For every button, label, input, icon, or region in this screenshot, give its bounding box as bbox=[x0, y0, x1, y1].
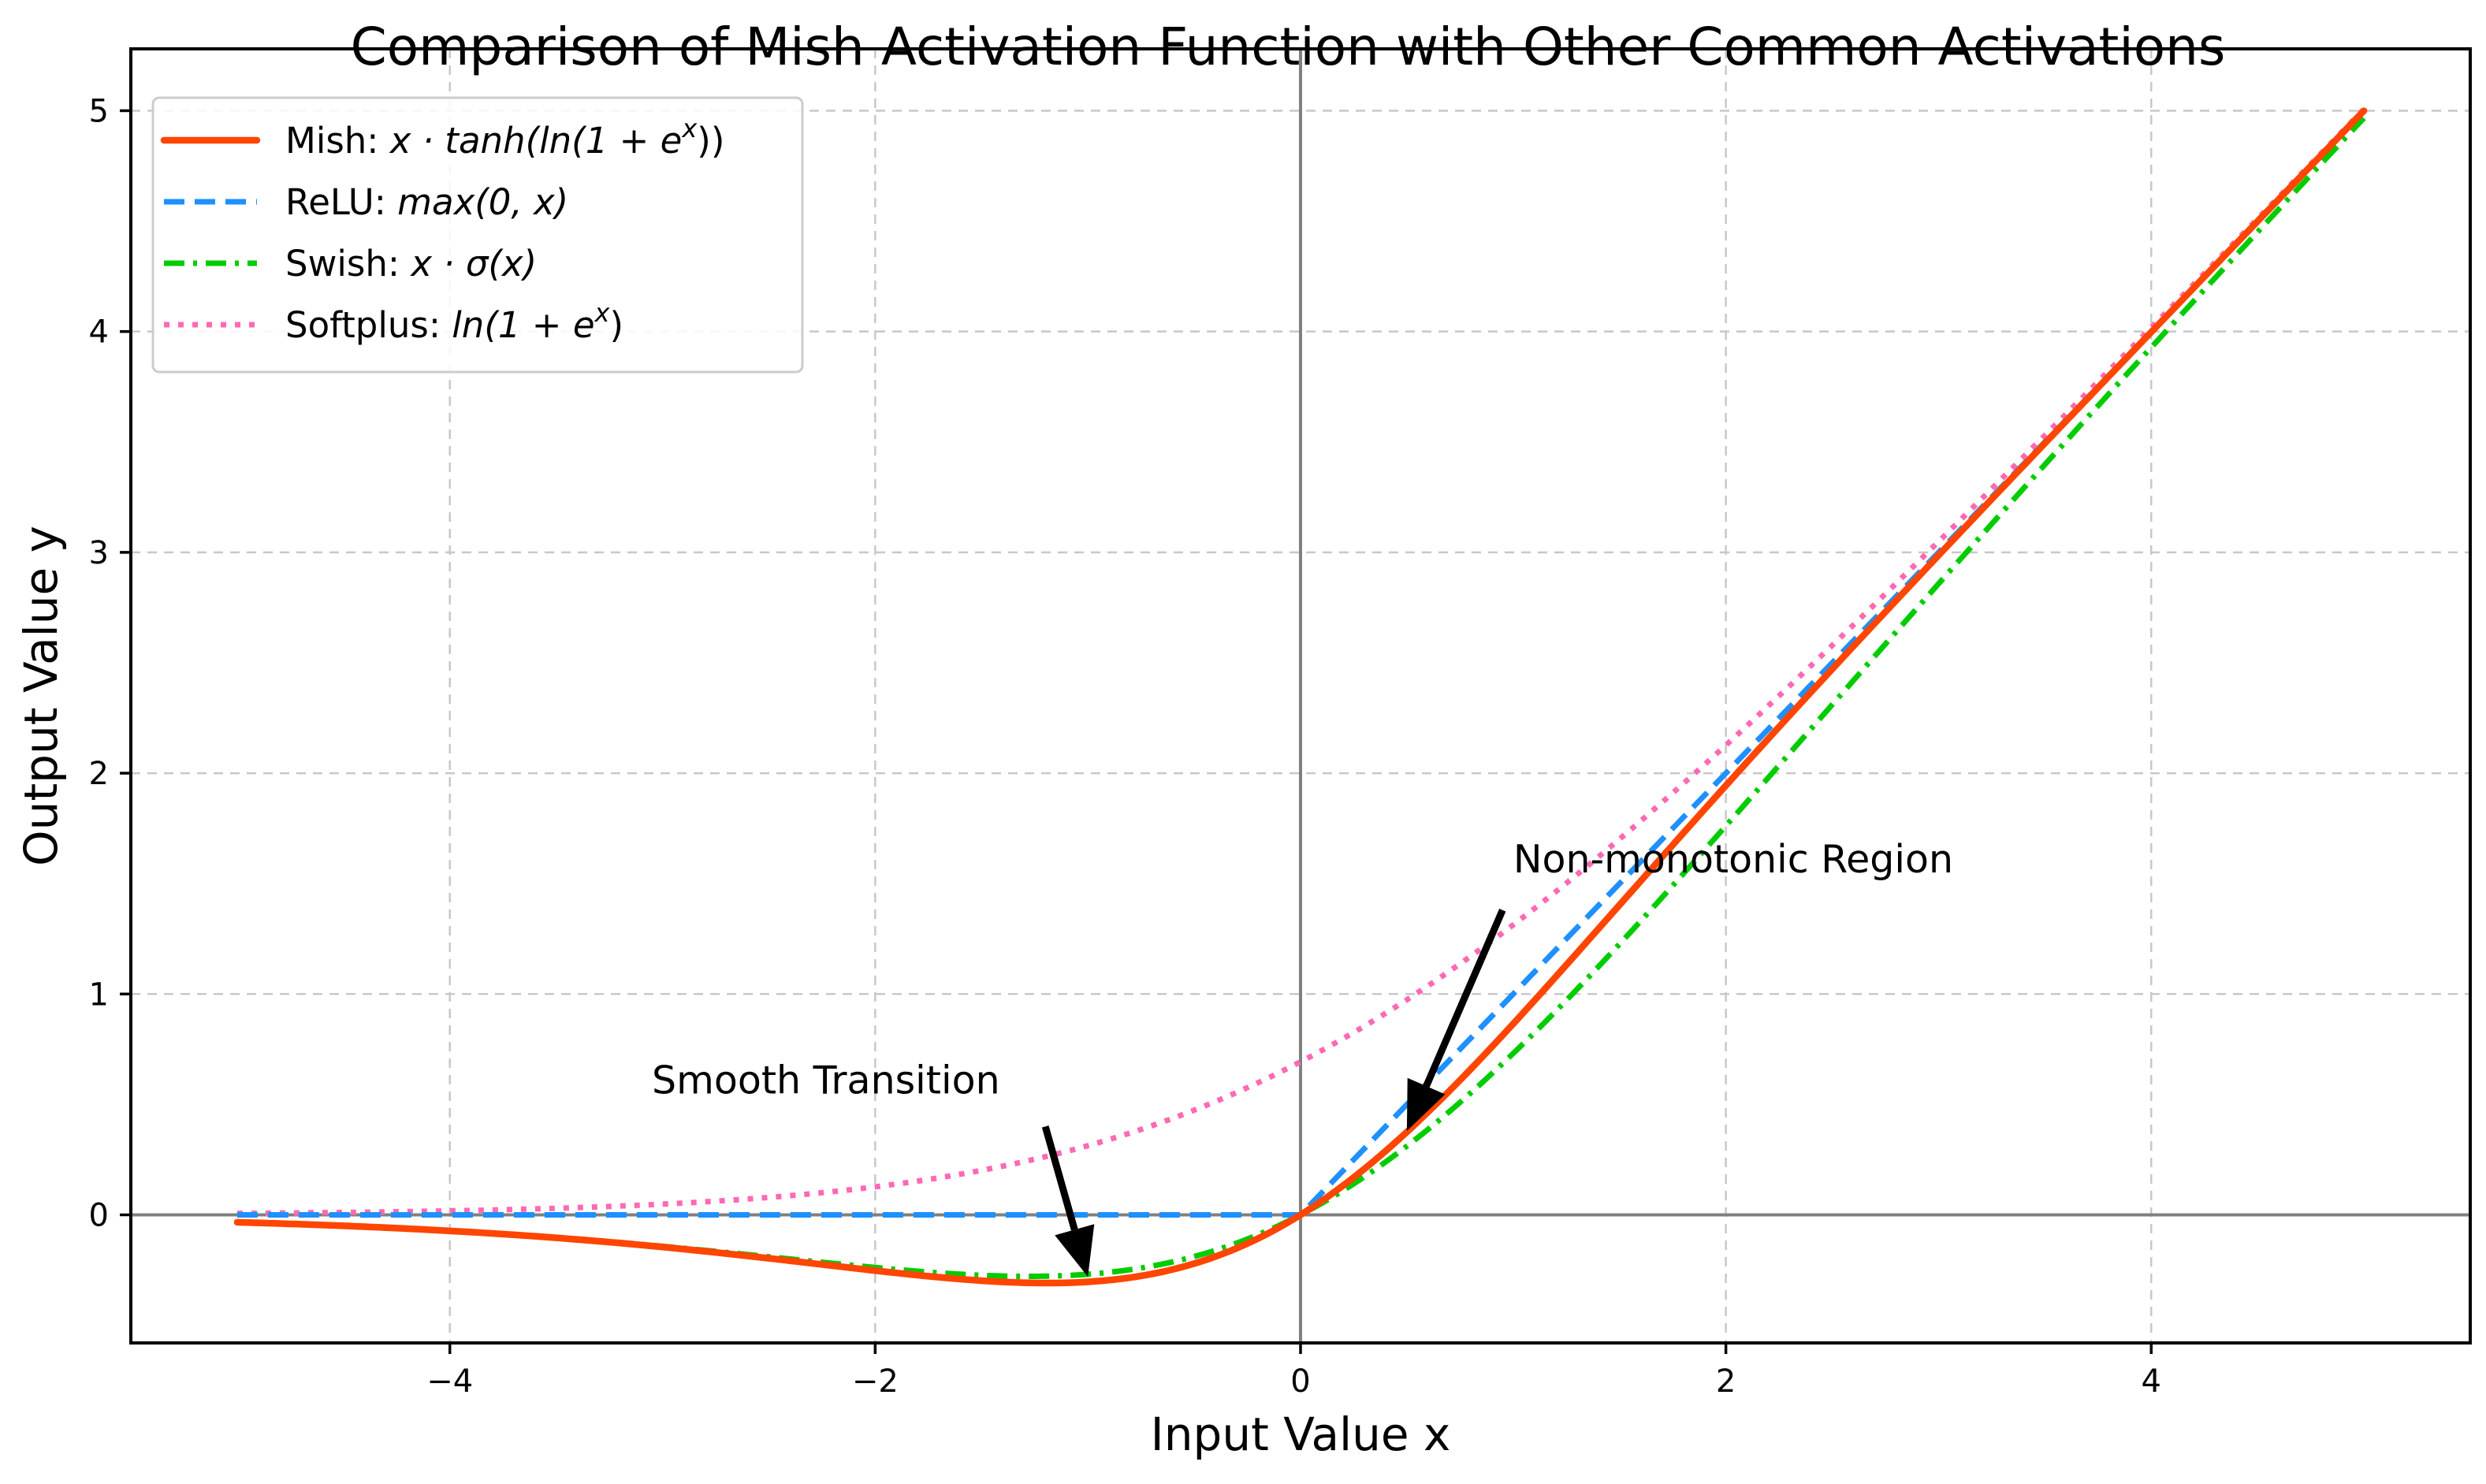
series-group bbox=[233, 107, 2368, 1287]
legend-label-softplus: Softplus: ln(1 + ex) bbox=[285, 298, 623, 346]
legend-label-relu: ReLU: max(0, x) bbox=[285, 181, 568, 223]
y-axis-ticks: 0 1 2 3 4 5 bbox=[89, 93, 131, 1233]
annotation-arrowhead bbox=[1055, 1224, 1095, 1277]
y-tick-label: 1 bbox=[89, 976, 109, 1013]
legend-box bbox=[151, 96, 804, 374]
y-tick-label: 4 bbox=[89, 314, 109, 351]
annotation-arrow-shaft bbox=[1423, 909, 1506, 1088]
chart-title: Comparison of Mish Activation Function w… bbox=[351, 17, 2226, 77]
x-tick-label: 2 bbox=[1716, 1363, 1736, 1400]
y-tick-label: 2 bbox=[89, 756, 109, 792]
y-tick-label: 5 bbox=[89, 93, 109, 129]
x-tick-label: −4 bbox=[426, 1363, 473, 1400]
x-tick-label: 4 bbox=[2142, 1363, 2161, 1400]
x-tick-label: 0 bbox=[1290, 1363, 1310, 1400]
annotation-text: Smooth Transition bbox=[652, 1058, 1000, 1103]
legend-label-mish: Mish: x · tanh(ln(1 + ex)) bbox=[285, 113, 724, 162]
annotation-text: Non-monotonic Region bbox=[1513, 837, 1953, 882]
y-axis-label: Output Value y bbox=[14, 526, 68, 866]
series-line-mish bbox=[233, 107, 2368, 1287]
annotation-arrowhead bbox=[1406, 1077, 1446, 1132]
annotation-arrow-shaft bbox=[1041, 1125, 1078, 1231]
legend: Mish: x · tanh(ln(1 + ex)) ReLU: max(0, x… bbox=[151, 96, 804, 374]
x-tick-label: −2 bbox=[852, 1363, 899, 1400]
x-axis-ticks: −4 −2 0 2 4 bbox=[426, 1343, 2161, 1400]
y-tick-label: 3 bbox=[89, 535, 109, 571]
legend-label-swish: Swish: x · σ(x) bbox=[285, 243, 537, 285]
y-tick-label: 0 bbox=[89, 1197, 109, 1233]
x-axis-label: Input Value x bbox=[1151, 1408, 1451, 1461]
annotations: Smooth Transition Non-monotonic Region bbox=[652, 837, 1953, 1277]
